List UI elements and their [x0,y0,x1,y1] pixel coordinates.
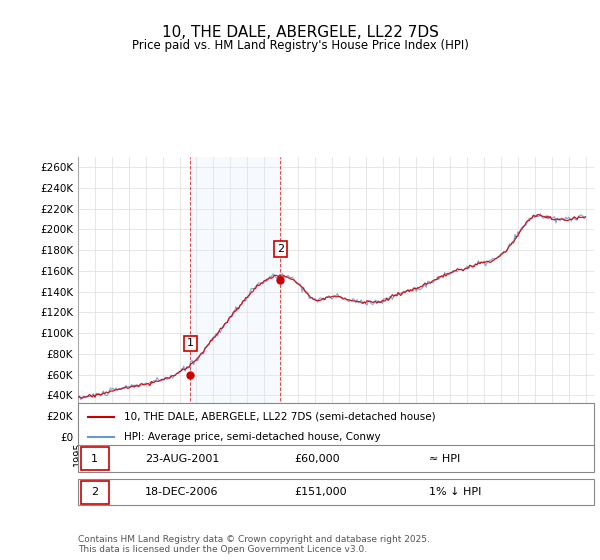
FancyBboxPatch shape [80,480,109,504]
Text: £60,000: £60,000 [295,454,340,464]
Bar [190,157,280,437]
Text: Price paid vs. HM Land Registry's House Price Index (HPI): Price paid vs. HM Land Registry's House … [131,39,469,52]
Text: 10, THE DALE, ABERGELE, LL22 7DS (semi-detached house): 10, THE DALE, ABERGELE, LL22 7DS (semi-d… [124,412,436,422]
Text: ≈ HPI: ≈ HPI [429,454,460,464]
Text: 10, THE DALE, ABERGELE, LL22 7DS: 10, THE DALE, ABERGELE, LL22 7DS [161,25,439,40]
Text: 23-AUG-2001: 23-AUG-2001 [145,454,220,464]
FancyBboxPatch shape [78,479,594,505]
FancyBboxPatch shape [78,403,594,451]
Text: 18-DEC-2006: 18-DEC-2006 [145,487,218,497]
Text: 1% ↓ HPI: 1% ↓ HPI [429,487,481,497]
FancyBboxPatch shape [78,445,594,472]
Text: HPI: Average price, semi-detached house, Conwy: HPI: Average price, semi-detached house,… [124,432,381,442]
Text: Contains HM Land Registry data © Crown copyright and database right 2025.
This d: Contains HM Land Registry data © Crown c… [78,535,430,554]
FancyBboxPatch shape [80,447,109,470]
Text: 1: 1 [187,338,194,348]
Text: 1: 1 [91,454,98,464]
Text: 2: 2 [91,487,98,497]
Text: £151,000: £151,000 [295,487,347,497]
Text: 2: 2 [277,244,284,254]
